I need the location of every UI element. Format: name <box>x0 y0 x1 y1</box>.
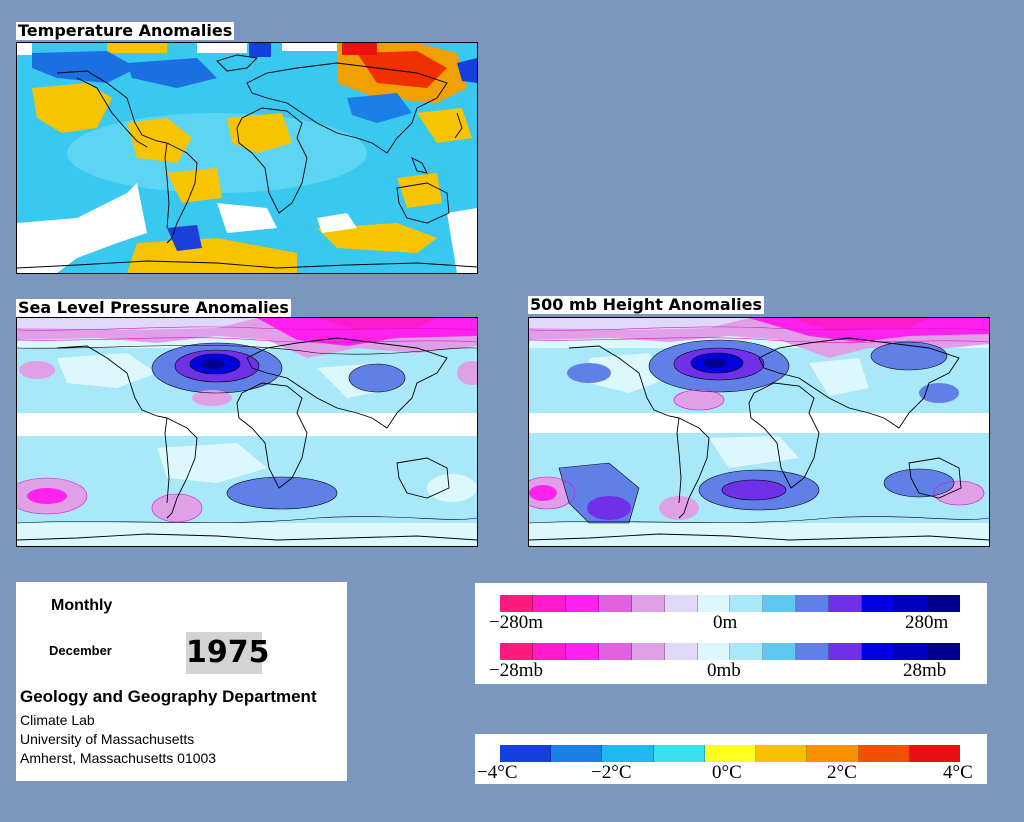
pressure-scale-swatch <box>862 643 896 660</box>
lab-name: Climate Lab <box>20 712 95 728</box>
temperature-scale-swatch <box>756 745 808 762</box>
temperature-scale-swatch <box>551 745 603 762</box>
height500-panel-title: 500 mb Height Anomalies <box>528 295 765 314</box>
temperature-anomaly-map <box>16 42 478 274</box>
temperature-legend: −4°C −2°C 0°C 2°C 4°C <box>475 734 987 784</box>
height-500mb-map <box>528 317 990 547</box>
pressure-scale-swatch <box>664 643 698 660</box>
pressure-scale-swatch <box>927 643 960 660</box>
pressure-mid-label: 0mb <box>707 660 741 681</box>
height-scale-swatch <box>730 595 764 612</box>
department-name: Geology and Geography Department <box>20 687 317 706</box>
height-scale-swatch <box>927 595 960 612</box>
info-box: Monthly December 1975 Geology and Geogra… <box>16 582 347 781</box>
height-scale-swatch <box>829 595 863 612</box>
temperature-scale-swatch <box>807 745 859 762</box>
pressure-scale-swatch <box>532 643 566 660</box>
height-scale-swatch <box>664 595 698 612</box>
pressure-min-label: −28mb <box>489 660 543 681</box>
height-scale-swatch <box>598 595 632 612</box>
height-scale-swatch <box>631 595 665 612</box>
temperature-scale-swatch <box>858 745 910 762</box>
pressure-color-bar <box>500 643 960 660</box>
height-scale-swatch <box>532 595 566 612</box>
temp-label-minus2: −2°C <box>591 762 632 783</box>
address: Amherst, Massachusetts 01003 <box>20 750 217 766</box>
pressure-scale-swatch <box>730 643 764 660</box>
temp-label-plus4: 4°C <box>943 762 973 783</box>
pressure-scale-swatch <box>500 643 533 660</box>
temperature-scale-swatch <box>653 745 705 762</box>
temp-label-plus2: 2°C <box>827 762 857 783</box>
temperature-scale-swatch <box>500 745 552 762</box>
temp-label-zero: 0°C <box>712 762 742 783</box>
temperature-color-bar <box>500 745 960 762</box>
temperature-scale-swatch <box>909 745 960 762</box>
temperature-panel-title: Temperature Anomalies <box>16 21 235 40</box>
pressure-scale-swatch <box>763 643 797 660</box>
pressure-scale-swatch <box>598 643 632 660</box>
height-pressure-legend: −280m 0m 280m −28mb 0mb 28mb <box>475 583 987 684</box>
temperature-scale-swatch <box>704 745 757 762</box>
period-label: Monthly <box>51 597 113 614</box>
pressure-max-label: 28mb <box>903 660 947 681</box>
height-max-label: 280m <box>905 612 949 633</box>
height-color-bar <box>500 595 960 612</box>
temp-label-minus4: −4°C <box>477 762 518 783</box>
height-scale-swatch <box>796 595 830 612</box>
height-mid-label: 0m <box>713 612 738 633</box>
month-label: December <box>49 643 112 658</box>
height-scale-swatch <box>895 595 928 612</box>
temperature-scale-swatch <box>602 745 654 762</box>
height-scale-swatch <box>697 595 731 612</box>
pressure-scale-swatch <box>895 643 928 660</box>
pressure-scale-swatch <box>565 643 599 660</box>
height-scale-swatch <box>862 595 896 612</box>
pressure-scale-swatch <box>829 643 863 660</box>
sea-level-pressure-map <box>16 317 478 547</box>
height-min-label: −280m <box>489 612 543 633</box>
university-name: University of Massachusetts <box>20 731 195 747</box>
height-scale-swatch <box>500 595 533 612</box>
pressure-scale-swatch <box>631 643 665 660</box>
pressure-scale-swatch <box>796 643 830 660</box>
height-scale-swatch <box>565 595 599 612</box>
height-scale-swatch <box>763 595 797 612</box>
slp-panel-title: Sea Level Pressure Anomalies <box>16 298 291 317</box>
pressure-scale-swatch <box>697 643 731 660</box>
year-label: 1975 <box>186 632 270 674</box>
